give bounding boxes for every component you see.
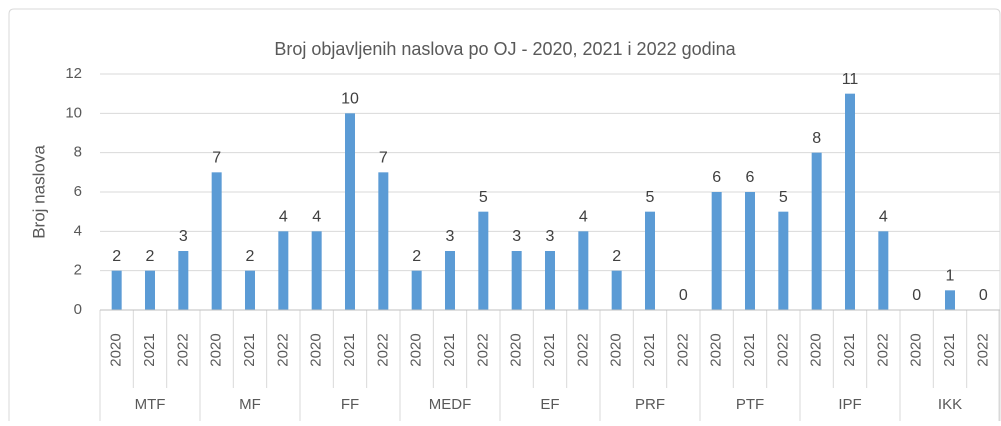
- data-label: 3: [546, 228, 555, 245]
- x-tick-label: 2020: [908, 333, 925, 366]
- y-tick-label: 10: [65, 104, 82, 121]
- bar: [945, 290, 955, 310]
- x-tick-label: 2020: [408, 333, 425, 366]
- x-tick-label: 2021: [841, 333, 858, 366]
- bar: [245, 270, 255, 310]
- data-label: 0: [979, 287, 988, 304]
- x-tick-label: 2022: [774, 333, 791, 366]
- bar: [311, 231, 322, 310]
- x-tick-label: 2021: [941, 333, 958, 366]
- x-tick-label: 2022: [674, 333, 691, 366]
- data-label: 5: [646, 189, 655, 206]
- group-label: EF: [540, 396, 559, 413]
- chart-border: [8, 8, 1001, 421]
- bar: [111, 270, 122, 310]
- x-tick-label: 2022: [574, 333, 591, 366]
- bar: [178, 251, 189, 310]
- data-label: 4: [279, 209, 288, 226]
- x-tick-label: 2022: [374, 333, 391, 366]
- group-label: MF: [239, 396, 261, 413]
- chart-title: Broj objavljenih naslova po OJ - 2020, 2…: [274, 39, 736, 59]
- x-tick-label: 2021: [741, 333, 758, 366]
- x-tick-label: 2021: [441, 333, 458, 366]
- data-label: 4: [312, 209, 321, 226]
- data-label: 4: [879, 209, 888, 226]
- bar: [845, 93, 855, 311]
- y-tick-label: 6: [74, 183, 82, 200]
- data-label: 11: [842, 71, 859, 88]
- data-label: 6: [712, 169, 721, 186]
- y-tick-label: 4: [74, 222, 82, 239]
- bar: [478, 211, 489, 310]
- group-label: PTF: [736, 396, 764, 413]
- bar: [411, 270, 422, 310]
- data-label: 2: [146, 248, 155, 265]
- data-label: 2: [246, 248, 255, 265]
- data-label: 5: [479, 189, 488, 206]
- data-label: 10: [341, 91, 359, 108]
- bar: [545, 251, 555, 310]
- bar: [711, 192, 722, 310]
- bar: [345, 113, 355, 310]
- x-tick-label: 2020: [808, 333, 825, 366]
- x-tick-label: 2021: [241, 333, 258, 366]
- bar: [578, 231, 589, 310]
- data-label: 8: [812, 130, 821, 147]
- group-label: IKK: [938, 396, 962, 413]
- data-label: 0: [912, 287, 921, 304]
- data-label: 0: [679, 287, 688, 304]
- bar: [511, 251, 522, 310]
- x-tick-label: 2020: [708, 333, 725, 366]
- data-label: 6: [746, 169, 755, 186]
- bar: [811, 152, 822, 310]
- data-label: 1: [946, 268, 955, 285]
- data-label: 3: [446, 228, 455, 245]
- y-tick-label: 0: [74, 301, 82, 318]
- x-tick-label: 2022: [174, 333, 191, 366]
- x-tick-label: 2021: [341, 333, 358, 366]
- bar: [145, 270, 155, 310]
- bar: [278, 231, 289, 310]
- y-axis-title: Broj naslova: [29, 145, 48, 239]
- data-label: 7: [212, 150, 221, 167]
- group-label: MTF: [135, 396, 166, 413]
- y-tick-label: 2: [74, 262, 82, 279]
- bar: [378, 172, 389, 310]
- x-tick-label: 2022: [474, 333, 491, 366]
- x-tick-label: 2020: [508, 333, 525, 366]
- data-label: 3: [512, 228, 521, 245]
- bar: [211, 172, 222, 310]
- x-tick-label: 2020: [608, 333, 625, 366]
- group-label: FF: [341, 396, 359, 413]
- group-label: IPF: [838, 396, 861, 413]
- data-label: 2: [112, 248, 121, 265]
- data-label: 3: [179, 228, 188, 245]
- x-tick-label: 2021: [141, 333, 158, 366]
- x-tick-label: 2020: [108, 333, 125, 366]
- x-tick-label: 2020: [308, 333, 325, 366]
- bar: [745, 192, 755, 310]
- x-tick-label: 2020: [208, 333, 225, 366]
- data-label: 4: [579, 209, 588, 226]
- group-label: PRF: [635, 396, 665, 413]
- data-label: 2: [612, 248, 621, 265]
- group-label: MEDF: [429, 396, 472, 413]
- x-tick-label: 2022: [874, 333, 891, 366]
- x-tick-label: 2022: [274, 333, 291, 366]
- bar: [878, 231, 889, 310]
- bar: [445, 251, 455, 310]
- x-tick-label: 2021: [541, 333, 558, 366]
- x-tick-label: 2021: [641, 333, 658, 366]
- y-tick-label: 12: [65, 65, 82, 82]
- y-tick-label: 8: [74, 144, 82, 161]
- bar: [611, 270, 622, 310]
- bar: [778, 211, 789, 310]
- data-label: 5: [779, 189, 788, 206]
- bar: [645, 211, 655, 310]
- data-label: 7: [379, 150, 388, 167]
- x-tick-label: 2022: [974, 333, 991, 366]
- data-label: 2: [412, 248, 421, 265]
